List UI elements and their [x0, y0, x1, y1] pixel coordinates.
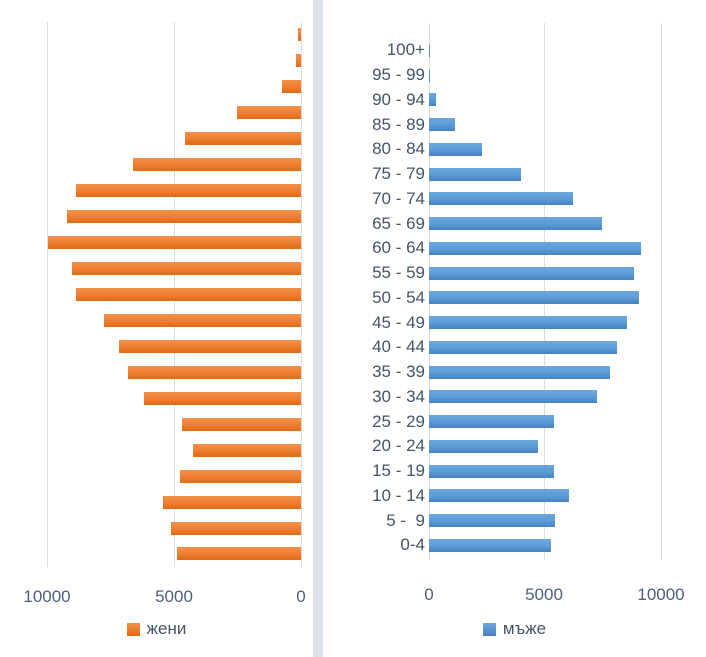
age-axis-label-70-74: 70 - 74: [372, 189, 425, 208]
women-bar-85-89[interactable]: [237, 106, 301, 119]
women-legend-key-icon: [126, 622, 140, 636]
men-chart-panel: мъже 100+ 95 - 99 90 - 94 85 - 89 80 - 84 75 …: [323, 0, 706, 657]
men-legend-key-icon: [482, 622, 496, 636]
chart-separator: [313, 0, 323, 657]
men-bar-40-44[interactable]: [429, 341, 617, 354]
age-axis-label-85-89: 85 - 89: [372, 115, 425, 134]
women-bar-0-4[interactable]: [177, 547, 301, 560]
age-axis-label-80-84: 80 - 84: [372, 139, 425, 158]
women-bar-30-34[interactable]: [144, 392, 301, 405]
age-axis-label-10-14: 10 - 14: [372, 486, 425, 505]
women-chart-panel: жени 10000 5000 0: [0, 0, 313, 657]
women-bar-70-74[interactable]: [76, 184, 301, 197]
women-bar-95-99[interactable]: [296, 54, 301, 67]
men-bar-10-14[interactable]: [429, 489, 569, 502]
age-axis-label-20-24: 20 - 24: [372, 436, 425, 455]
age-axis-label-100plus: 100+: [386, 40, 425, 59]
men-bar-20-24[interactable]: [429, 440, 538, 453]
women-bar-5-9[interactable]: [171, 522, 301, 535]
men-bar-85-89[interactable]: [429, 118, 455, 131]
women-bar-55-59[interactable]: [72, 262, 301, 275]
men-bar-55-59[interactable]: [429, 267, 634, 280]
men-bar-50-54[interactable]: [429, 291, 639, 304]
women-x-tick-label: 5000: [155, 587, 193, 606]
men-bar-30-34[interactable]: [429, 390, 597, 403]
men-bar-60-64[interactable]: [429, 242, 641, 255]
women-bar-50-54[interactable]: [76, 288, 301, 301]
women-bar-45-49[interactable]: [104, 314, 301, 327]
women-bar-25-29[interactable]: [182, 418, 301, 431]
men-legend-label: мъже: [502, 619, 547, 638]
men-bar-45-49[interactable]: [429, 316, 627, 329]
women-bar-90-94[interactable]: [282, 80, 301, 93]
women-bar-65-69[interactable]: [67, 210, 301, 223]
women-bar-35-39[interactable]: [128, 366, 301, 379]
men-bar-70-74[interactable]: [429, 192, 573, 205]
age-axis-label-55-59: 55 - 59: [372, 263, 425, 282]
age-axis-label-30-34: 30 - 34: [372, 387, 425, 406]
men-gridline: [661, 23, 662, 560]
women-bar-40-44[interactable]: [119, 340, 301, 353]
women-gridline: [301, 22, 302, 567]
men-legend[interactable]: мъже: [323, 619, 706, 638]
age-axis-label-75-79: 75 - 79: [372, 164, 425, 183]
age-axis-label-65-69: 65 - 69: [372, 214, 425, 233]
men-x-tick-label: 0: [424, 585, 434, 604]
age-axis-label-50-54: 50 - 54: [372, 288, 425, 307]
men-bar-65-69[interactable]: [429, 217, 602, 230]
men-bar-15-19[interactable]: [429, 465, 554, 478]
women-bar-60-64[interactable]: [48, 236, 301, 249]
men-bar-0-4[interactable]: [429, 539, 551, 552]
age-axis-label-0-4: 0-4: [400, 535, 425, 554]
age-axis-label-25-29: 25 - 29: [372, 412, 425, 431]
age-axis-label-45-49: 45 - 49: [372, 313, 425, 332]
women-bar-10-14[interactable]: [163, 496, 301, 509]
women-bar-100plus[interactable]: [298, 28, 301, 41]
age-axis-label-40-44: 40 - 44: [372, 337, 425, 356]
men-bar-100plus[interactable]: [429, 44, 430, 57]
women-legend[interactable]: жени: [0, 619, 313, 638]
age-axis-label-95-99: 95 - 99: [372, 65, 425, 84]
men-x-tick-label: 10000: [637, 585, 685, 604]
men-bar-80-84[interactable]: [429, 143, 482, 156]
men-bar-95-99[interactable]: [429, 69, 430, 82]
women-legend-label: жени: [146, 619, 187, 638]
women-bar-20-24[interactable]: [193, 444, 301, 457]
men-x-tick-label: 5000: [525, 585, 563, 604]
women-bar-80-84[interactable]: [185, 132, 301, 145]
age-axis-label-35-39: 35 - 39: [372, 362, 425, 381]
women-bar-15-19[interactable]: [180, 470, 301, 483]
men-bar-25-29[interactable]: [429, 415, 554, 428]
age-axis-label-5-9: 5 - 9: [386, 511, 425, 530]
women-x-tick-label: 10000: [23, 587, 71, 606]
women-bar-75-79[interactable]: [133, 158, 301, 171]
men-bar-75-79[interactable]: [429, 168, 521, 181]
age-axis-label-90-94: 90 - 94: [372, 90, 425, 109]
age-axis-label-60-64: 60 - 64: [372, 238, 425, 257]
age-axis-label-15-19: 15 - 19: [372, 461, 425, 480]
women-x-tick-label: 0: [296, 587, 306, 606]
men-bar-5-9[interactable]: [429, 514, 555, 527]
men-bar-90-94[interactable]: [429, 93, 436, 106]
women-gridline: [47, 22, 48, 567]
men-bar-35-39[interactable]: [429, 366, 610, 379]
